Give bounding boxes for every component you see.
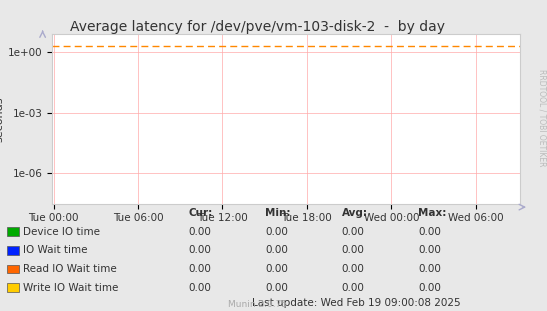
Text: Max:: Max:	[418, 208, 447, 218]
Text: 0.00: 0.00	[189, 227, 212, 237]
Text: 0.00: 0.00	[418, 264, 441, 274]
Text: RRDTOOL / TOBI OETIKER: RRDTOOL / TOBI OETIKER	[538, 69, 546, 167]
Text: 0.00: 0.00	[265, 264, 288, 274]
Text: 0.00: 0.00	[265, 227, 288, 237]
Text: Device IO time: Device IO time	[23, 227, 100, 237]
Text: Cur:: Cur:	[189, 208, 213, 218]
Text: 0.00: 0.00	[265, 283, 288, 293]
Text: 0.00: 0.00	[418, 283, 441, 293]
Text: 0.00: 0.00	[342, 264, 365, 274]
Text: Average latency for /dev/pve/vm-103-disk-2  -  by day: Average latency for /dev/pve/vm-103-disk…	[69, 20, 445, 34]
Text: Min:: Min:	[265, 208, 291, 218]
Text: Write IO Wait time: Write IO Wait time	[23, 283, 118, 293]
Text: IO Wait time: IO Wait time	[23, 245, 88, 255]
Text: 0.00: 0.00	[418, 245, 441, 255]
Text: Munin 2.0.75: Munin 2.0.75	[228, 300, 287, 309]
Text: Last update: Wed Feb 19 09:00:08 2025: Last update: Wed Feb 19 09:00:08 2025	[252, 298, 460, 308]
Text: Avg:: Avg:	[342, 208, 368, 218]
Text: 0.00: 0.00	[189, 264, 212, 274]
Text: 0.00: 0.00	[342, 283, 365, 293]
Text: 0.00: 0.00	[189, 245, 212, 255]
Y-axis label: seconds: seconds	[0, 96, 5, 142]
Text: 0.00: 0.00	[342, 245, 365, 255]
Text: Read IO Wait time: Read IO Wait time	[23, 264, 117, 274]
Text: 0.00: 0.00	[418, 227, 441, 237]
Text: 0.00: 0.00	[189, 283, 212, 293]
Text: 0.00: 0.00	[265, 245, 288, 255]
Text: 0.00: 0.00	[342, 227, 365, 237]
